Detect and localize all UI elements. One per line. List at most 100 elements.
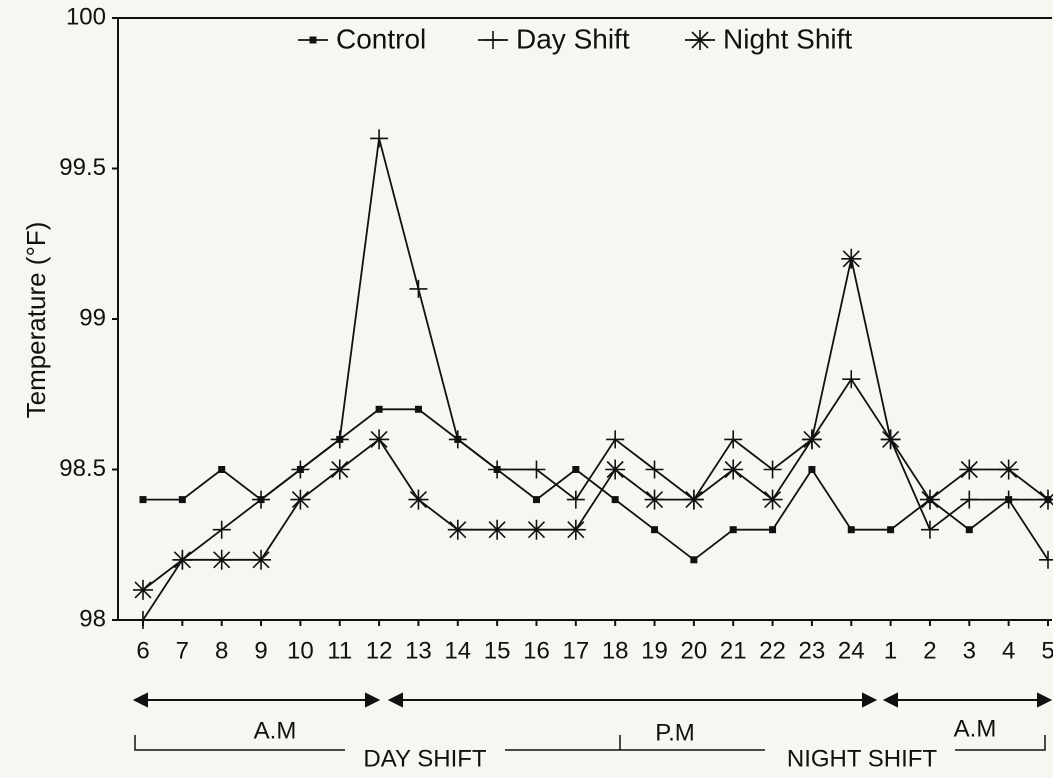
- square: [690, 556, 698, 564]
- star: [723, 459, 744, 480]
- x-tick-label: 4: [1002, 637, 1015, 664]
- point: [414, 405, 422, 413]
- star: [880, 429, 901, 450]
- point: [808, 466, 816, 473]
- x-tick-label: 6: [136, 637, 149, 664]
- point: [920, 520, 939, 539]
- square: [729, 526, 737, 534]
- plus: [409, 279, 428, 298]
- x-tick-label: 21: [720, 637, 747, 664]
- point: [447, 519, 468, 540]
- square: [611, 496, 619, 504]
- square: [965, 526, 973, 534]
- point: [841, 248, 862, 269]
- point: [880, 429, 901, 450]
- point: [409, 279, 428, 298]
- point: [683, 489, 704, 510]
- square: [309, 36, 317, 44]
- point: [212, 520, 231, 539]
- star: [447, 519, 468, 540]
- star: [565, 519, 586, 540]
- point: [134, 611, 152, 629]
- point: [762, 489, 783, 510]
- x-tick-label: 10: [287, 637, 314, 664]
- plus: [763, 460, 782, 479]
- point: [290, 489, 311, 510]
- point: [606, 430, 625, 449]
- point: [998, 459, 1019, 480]
- point: [526, 519, 547, 540]
- point: [172, 549, 193, 570]
- point: [330, 430, 349, 449]
- x-tick-label: 16: [523, 637, 550, 664]
- x-tick-label: 9: [254, 637, 267, 664]
- period-arrows: [132, 692, 1053, 751]
- annotation: A.M: [954, 715, 997, 742]
- legend-item: Day Shift: [478, 23, 630, 54]
- series-line: [142, 258, 1049, 591]
- point: [651, 526, 659, 534]
- point: [645, 460, 664, 479]
- x-tick-label: 7: [176, 637, 189, 664]
- star: [959, 459, 980, 480]
- point: [965, 526, 973, 534]
- square: [651, 526, 659, 534]
- point: [178, 496, 186, 504]
- point: [1039, 550, 1053, 569]
- point: [959, 459, 980, 480]
- plus: [291, 460, 310, 479]
- plus: [724, 430, 743, 449]
- plus: [645, 460, 664, 479]
- star: [644, 489, 665, 510]
- plus: [488, 460, 507, 479]
- plus: [484, 31, 502, 49]
- legend-label: Control: [336, 23, 426, 54]
- point: [252, 490, 271, 509]
- point: [611, 496, 619, 504]
- legend-item: Control: [298, 23, 426, 54]
- point: [644, 489, 665, 510]
- point: [251, 549, 272, 570]
- x-tick-label: 13: [405, 637, 432, 664]
- square: [139, 496, 147, 504]
- y-tick-label: 100: [66, 3, 106, 30]
- plus: [842, 370, 861, 389]
- point: [1038, 489, 1053, 510]
- star: [605, 459, 626, 480]
- point: [375, 405, 383, 413]
- point: [532, 496, 540, 504]
- y-tick-label: 99: [79, 304, 106, 331]
- plus: [448, 430, 467, 449]
- x-tick-label: 11: [327, 637, 352, 664]
- star: [1038, 489, 1053, 510]
- x-tick-label: 20: [681, 637, 708, 664]
- x-tick-label: 18: [602, 637, 629, 664]
- x-tick-label: 14: [444, 637, 471, 664]
- point: [887, 526, 895, 534]
- star: [690, 30, 710, 50]
- square: [808, 466, 816, 473]
- plus: [999, 490, 1018, 509]
- star: [683, 489, 704, 510]
- point: [329, 459, 350, 480]
- x-tick-label: 3: [963, 637, 976, 664]
- y-tick-label: 98.5: [59, 455, 106, 482]
- y-tick-label: 99.5: [59, 154, 106, 181]
- x-tick-label: 19: [641, 637, 668, 664]
- x-tick-label: 5: [1041, 637, 1053, 664]
- star: [762, 489, 783, 510]
- series-line: [142, 138, 1049, 621]
- x-tick-label: 22: [759, 637, 786, 664]
- point: [960, 490, 979, 509]
- point: [842, 370, 861, 389]
- star: [526, 519, 547, 540]
- square: [218, 466, 226, 473]
- x-tick-label: 17: [562, 637, 589, 664]
- point: [566, 490, 585, 509]
- plus: [370, 129, 389, 148]
- point: [724, 430, 743, 449]
- point: [370, 129, 389, 148]
- y-axis-label: Temperature (°F): [21, 222, 51, 419]
- point: [218, 466, 226, 473]
